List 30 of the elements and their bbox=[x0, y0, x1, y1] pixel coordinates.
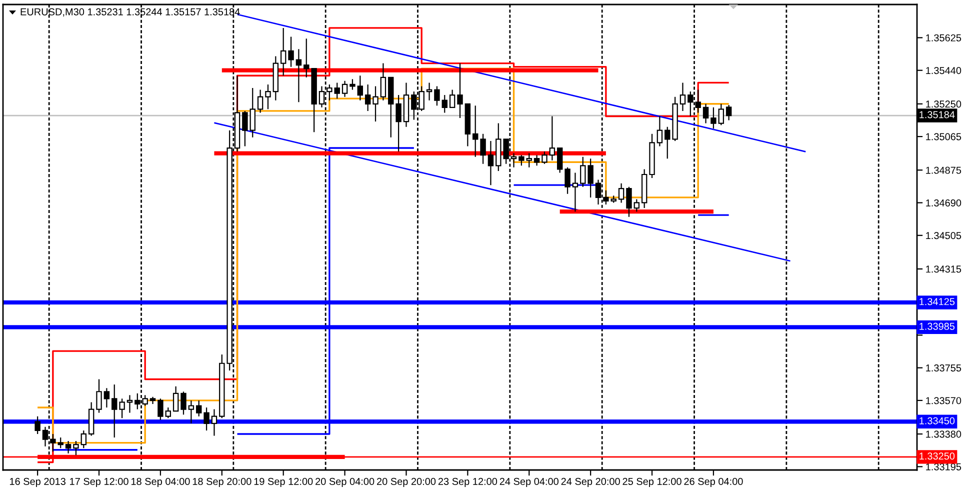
y-tick-label: 1.35065 bbox=[926, 133, 962, 140]
y-tick-label: 1.33570 bbox=[926, 397, 962, 404]
x-tick-label: 20 Sep 20:00 bbox=[376, 478, 436, 487]
y-tick-label: 1.34875 bbox=[926, 166, 962, 174]
ref-line-label: 1.33450 bbox=[920, 417, 955, 424]
x-tick-label: 16 Sep 2013 bbox=[10, 478, 66, 487]
ref-line-label: 1.34125 bbox=[920, 298, 955, 306]
y-tick-label: 1.35250 bbox=[926, 100, 962, 108]
y-tick-label: 1.35440 bbox=[926, 66, 962, 74]
y-tick-label: 1.34505 bbox=[926, 232, 962, 240]
x-tick-label: 24 Sep 04:00 bbox=[500, 478, 558, 487]
x-tick-label: 26 Sep 04:00 bbox=[684, 478, 743, 487]
x-tick-label: 18 Sep 04:00 bbox=[131, 478, 190, 487]
x-tick-label: 18 Sep 20:00 bbox=[192, 478, 252, 487]
x-tick-label: 19 Sep 12:00 bbox=[254, 478, 313, 487]
ref-line-label: 1.35184 bbox=[920, 111, 955, 118]
ref-line-label: 1.33250 bbox=[920, 452, 955, 460]
ref-line-label: 1.33985 bbox=[920, 322, 955, 330]
y-tick-label: 1.34315 bbox=[926, 266, 962, 273]
y-tick-label: 1.33380 bbox=[926, 430, 962, 438]
x-tick-label: 25 Sep 12:00 bbox=[622, 478, 682, 487]
x-tick-label: 24 Sep 20:00 bbox=[561, 478, 620, 487]
y-tick-label: 1.33195 bbox=[926, 463, 962, 470]
x-tick-label: 20 Sep 04:00 bbox=[316, 478, 374, 487]
y-tick-label: 1.35625 bbox=[926, 34, 962, 42]
x-tick-label: 17 Sep 12:00 bbox=[70, 478, 128, 487]
x-tick-label: 23 Sep 12:00 bbox=[438, 478, 498, 487]
y-tick-label: 1.33755 bbox=[926, 364, 962, 372]
y-tick-label: 1.34690 bbox=[926, 199, 962, 206]
chart-title: EURUSD,M30 1.35231 1.35244 1.35157 1.35184 bbox=[20, 8, 240, 17]
